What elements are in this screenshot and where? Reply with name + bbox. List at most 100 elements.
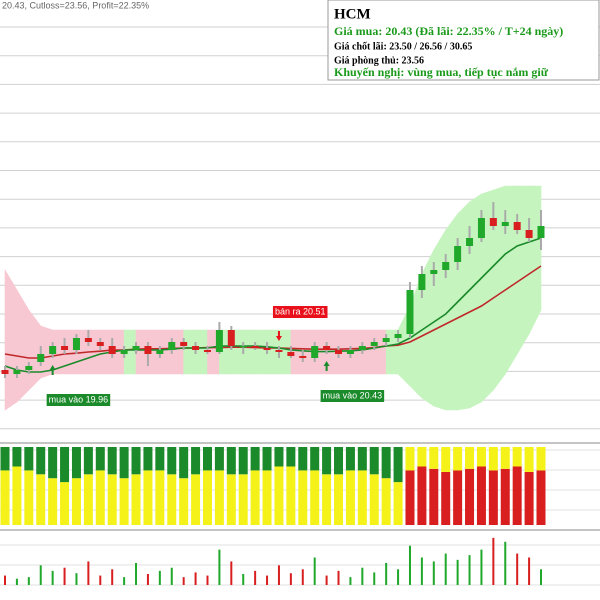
band-segment bbox=[516, 185, 530, 356]
symbol: HCM bbox=[334, 6, 371, 22]
indicator-bar bbox=[345, 470, 355, 525]
candle-body bbox=[263, 348, 271, 350]
candle-body bbox=[466, 238, 474, 246]
candle-body bbox=[370, 342, 378, 346]
indicator-bar bbox=[345, 447, 355, 471]
volume-bar bbox=[528, 557, 531, 585]
indicator-bar bbox=[488, 470, 498, 525]
volume-bar bbox=[15, 578, 18, 585]
indicator-bar bbox=[238, 447, 248, 475]
candle-body bbox=[203, 350, 211, 352]
indicator-panel bbox=[0, 447, 546, 525]
band-segment bbox=[242, 329, 256, 375]
volume-bar bbox=[277, 565, 280, 585]
indicator-bar bbox=[0, 447, 10, 471]
volume-bar bbox=[420, 557, 423, 585]
indicator-bar bbox=[143, 470, 153, 525]
indicator-bar bbox=[12, 447, 22, 467]
indicator-bar bbox=[393, 482, 403, 525]
candle-body bbox=[442, 262, 450, 270]
indicator-bar bbox=[191, 474, 201, 525]
indicator-bar bbox=[60, 447, 70, 483]
candle-body bbox=[49, 346, 57, 354]
candle-body bbox=[418, 274, 426, 290]
candle-body bbox=[120, 350, 128, 354]
indicator-bar bbox=[262, 470, 272, 525]
volume-bar bbox=[289, 573, 292, 585]
volume-bar bbox=[468, 555, 471, 585]
candle-body bbox=[192, 346, 200, 350]
indicator-bar bbox=[83, 447, 93, 475]
band-segment bbox=[64, 329, 77, 375]
indicator-bar bbox=[476, 447, 486, 467]
info-box: HCM Giá mua: 20.43 (Đã lãi: 22.35% / T+2… bbox=[327, 0, 600, 81]
candle-body bbox=[156, 350, 164, 354]
indicator-bar bbox=[453, 447, 463, 471]
volume-bar bbox=[75, 573, 78, 585]
indicator-bar bbox=[262, 447, 272, 471]
volume-bar bbox=[432, 561, 435, 585]
indicator-bar bbox=[369, 447, 379, 475]
indicator-bar bbox=[71, 478, 81, 525]
candle-body bbox=[1, 370, 9, 374]
indicator-bar bbox=[512, 466, 522, 525]
indicator-bar bbox=[322, 447, 332, 475]
volume-bar bbox=[123, 577, 126, 585]
indicator-bar bbox=[298, 447, 308, 471]
candle-body bbox=[299, 356, 307, 358]
indicator-bar bbox=[322, 474, 332, 525]
volume-bar bbox=[218, 549, 221, 585]
indicator-bar bbox=[405, 470, 415, 525]
bands bbox=[4, 185, 542, 411]
volume-bar bbox=[87, 561, 90, 585]
band-segment bbox=[457, 201, 470, 411]
indicator-bar bbox=[48, 447, 58, 479]
candle-body bbox=[168, 342, 176, 350]
signal-box bbox=[320, 390, 385, 402]
candle-body bbox=[215, 330, 223, 352]
indicator-bar bbox=[12, 466, 22, 525]
signal-arrow bbox=[49, 365, 56, 375]
indicator-bar bbox=[24, 447, 34, 471]
indicator-bar bbox=[214, 470, 224, 525]
volume-bar bbox=[408, 545, 411, 585]
indicator-bar bbox=[83, 474, 93, 525]
indicator-bar bbox=[250, 447, 260, 471]
indicator-bar bbox=[119, 478, 129, 525]
candle-body bbox=[513, 222, 521, 230]
indicator-bar bbox=[536, 470, 546, 525]
volume-bar bbox=[301, 569, 304, 585]
signal-box bbox=[272, 306, 328, 318]
indicator-bar bbox=[334, 474, 344, 525]
candle-body bbox=[144, 346, 152, 354]
candle-body bbox=[501, 222, 509, 226]
volume-bar bbox=[349, 577, 352, 585]
volume-bar bbox=[397, 569, 400, 585]
signal-label: bán ra 20.51 bbox=[275, 306, 326, 316]
recommendation: Khuyến nghị: vùng mua, tiếp tục nắm giữ bbox=[334, 65, 549, 79]
band-segment bbox=[362, 329, 375, 375]
volume-bar bbox=[158, 570, 161, 585]
moving-average bbox=[4, 237, 542, 373]
indicator-bar bbox=[286, 466, 296, 525]
candle-body bbox=[311, 346, 319, 358]
indicator-bar bbox=[357, 470, 367, 525]
band-segment bbox=[493, 185, 506, 391]
indicator-bar bbox=[214, 447, 224, 471]
indicator-bar bbox=[95, 447, 105, 471]
indicator-bar bbox=[202, 447, 212, 471]
volume-bar bbox=[492, 537, 495, 585]
indicator-bar bbox=[465, 447, 475, 469]
indicator-bar bbox=[429, 447, 439, 469]
signal-box bbox=[46, 394, 111, 406]
volume-bar bbox=[194, 572, 197, 585]
indicator-bar bbox=[369, 474, 379, 525]
indicator-bar bbox=[226, 447, 236, 475]
caption: 20.43, Cutloss=23.56, Profit=22.35% bbox=[2, 0, 149, 10]
info-box-frame bbox=[327, 0, 600, 81]
indicator-bar bbox=[310, 470, 320, 525]
indicator-bar bbox=[143, 447, 153, 471]
signals: mua vào 19.96 bán ra 20.51 mua vào 20.43 bbox=[46, 306, 385, 406]
indicator-bar bbox=[417, 466, 427, 525]
indicator-bar bbox=[167, 474, 177, 525]
